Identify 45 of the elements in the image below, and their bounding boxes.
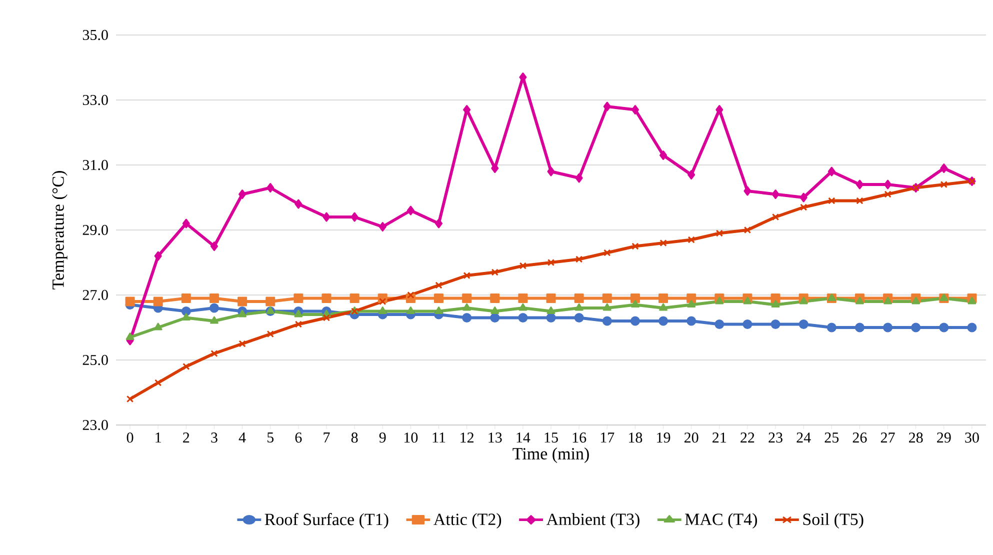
x-tick-label: 12 [460,432,474,442]
x-tick-label: 10 [404,432,418,443]
y-tick-label: 27.0 [82,290,108,300]
x-tick-label: 13 [488,432,502,443]
x-tick-label: 3 [211,432,218,443]
y-tick-label: 25.0 [82,354,108,366]
x-tick-label: 11 [432,432,446,442]
legend-label: Soil (T5) [803,513,864,529]
x-tick-label: 28 [909,432,923,443]
x-tick-label: 20 [684,432,698,443]
legend-label: MAC (T4) [685,513,757,529]
x-tick-label: 2 [183,432,190,442]
x-tick-label: 29 [937,432,951,443]
x-tick-label: 17 [600,432,614,442]
legend-label: Ambient (T3) [546,513,640,529]
y-tick-label: 33.0 [82,94,108,106]
x-tick-label: 30 [965,432,979,443]
legend-label: Roof Surface (T1) [264,513,388,529]
x-tick-label: 1 [156,432,161,442]
x-tick-label: 9 [379,432,386,443]
x-tick-label: 6 [295,432,302,443]
x-tick-label: 25 [824,432,839,443]
x-tick-label: 15 [544,432,558,443]
x-tick-label: 21 [712,432,726,442]
x-tick-label: 27 [880,432,895,442]
x-tick-label: 16 [572,432,586,443]
x-tick-label: 5 [267,432,274,442]
x-tick-label: 18 [629,432,642,443]
x-axis-title: Time (min) [512,448,589,463]
y-tick-label: 29.0 [82,224,108,236]
x-tick-label: 8 [351,432,358,443]
x-tick-label: 14 [516,432,530,442]
x-tick-label: 24 [796,432,811,442]
y-axis-title: Temperature (°C) [52,171,68,290]
x-tick-label: 23 [768,432,782,443]
x-tick-label: 26 [852,432,867,443]
x-tick-label: 7 [324,432,330,442]
y-tick-label: 31.0 [82,160,108,170]
x-tick-label: 19 [657,432,670,443]
y-tick-label: 23.0 [82,420,108,430]
x-tick-label: 0 [126,432,134,443]
y-tick-label: 35.0 [82,30,108,40]
x-tick-label: 22 [740,432,754,442]
x-tick-label: 4 [238,432,246,442]
legend-label: Attic (T2) [434,513,502,529]
